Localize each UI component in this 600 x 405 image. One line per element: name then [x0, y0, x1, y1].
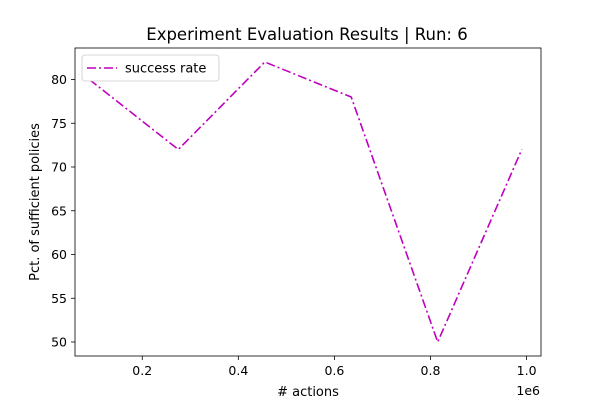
x-axis-label: # actions: [277, 385, 339, 400]
y-tick-label: 55: [51, 291, 67, 306]
y-tick-label: 80: [51, 72, 67, 87]
legend-label-success-rate: success rate: [125, 62, 206, 77]
y-tick-label: 60: [51, 247, 67, 262]
y-axis-label: Pct. of sufficient policies: [28, 123, 43, 281]
y-tick-label: 75: [51, 116, 67, 131]
plot-frame: [75, 48, 541, 356]
x-tick-label: 0.8: [421, 363, 441, 378]
x-tick-label: 0.2: [132, 363, 152, 378]
x-tick-label: 0.6: [324, 363, 344, 378]
chart-title: Experiment Evaluation Results | Run: 6: [146, 25, 467, 44]
y-tick-label: 50: [51, 335, 67, 350]
x-tick-label: 0.4: [228, 363, 248, 378]
y-tick-label: 65: [51, 203, 67, 218]
y-tick-label: 70: [51, 160, 67, 175]
y-axis: 50 55 60 65 70 75 80: [51, 72, 75, 350]
x-tick-label: 1.0: [517, 363, 537, 378]
x-axis: 0.2 0.4 0.6 0.8 1.0: [132, 356, 536, 378]
series-line-success-rate: [89, 62, 521, 342]
legend: success rate: [82, 55, 219, 81]
x-axis-offset-label: 1e6: [516, 383, 540, 398]
series-layer: [89, 62, 521, 342]
